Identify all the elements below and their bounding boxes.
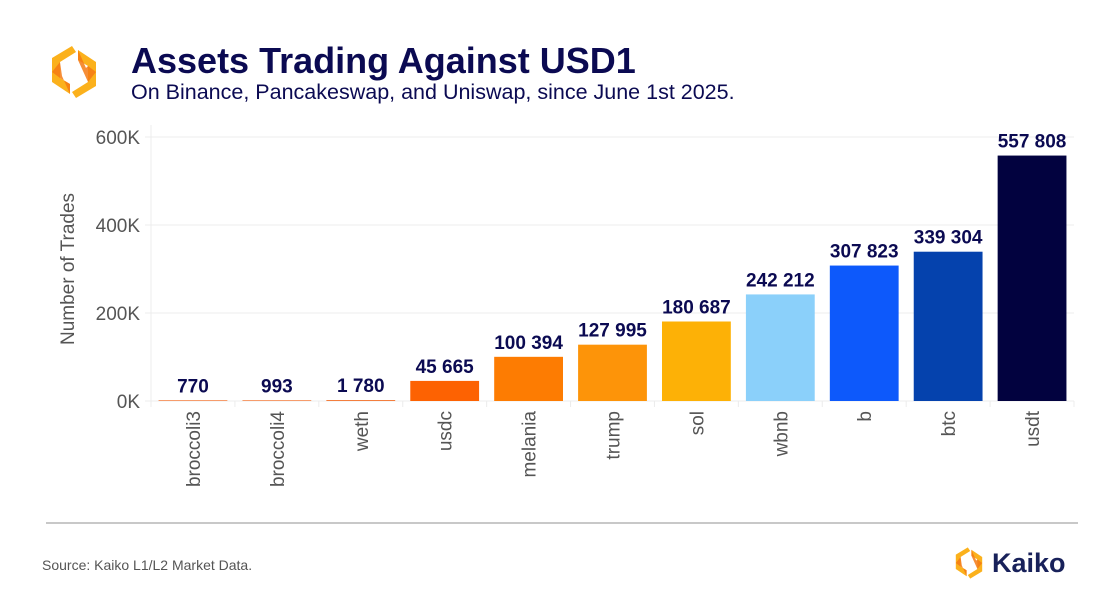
data-label-wbnb: 242 212 xyxy=(746,270,815,291)
data-label-trump: 127 995 xyxy=(578,321,647,342)
footer-divider xyxy=(46,522,1078,524)
bar-b xyxy=(829,265,899,401)
data-label-melania: 100 394 xyxy=(494,333,563,354)
x-tick-label-melania: melania xyxy=(520,411,541,478)
bar-chart: 0K 200K 400K 600K Number of Trades 770 993 1 … xyxy=(58,125,1075,487)
data-label-broccoli4: 993 xyxy=(261,376,293,397)
bar-broccoli4 xyxy=(242,400,312,401)
chart-title: Assets Trading Against USD1 xyxy=(131,40,636,81)
y-tick-label: 600K xyxy=(96,128,141,149)
y-tick-label: 400K xyxy=(96,216,141,237)
data-labels: 770 993 1 780 45 665 100 394 127 995 180 687 24… xyxy=(177,132,1066,398)
brand-logo: Kaiko xyxy=(952,545,1066,581)
x-tick-label-weth: weth xyxy=(352,411,373,452)
data-label-weth: 1 780 xyxy=(337,376,385,397)
x-tick-label-usdt: usdt xyxy=(1023,410,1044,447)
x-axis-ticks: broccoli3 broccoli4 weth usdc melania trump so… xyxy=(150,401,1075,487)
bars xyxy=(158,155,1067,401)
bar-weth xyxy=(326,400,396,401)
data-label-usdt: 557 808 xyxy=(998,132,1067,153)
x-tick-label-trump: trump xyxy=(604,411,625,460)
x-tick-label-wbnb: wbnb xyxy=(771,411,792,457)
x-tick-label-broccoli4: broccoli4 xyxy=(268,411,289,487)
bar-usdc xyxy=(410,380,480,401)
data-label-btc: 339 304 xyxy=(914,228,983,249)
x-tick-label-broccoli3: broccoli3 xyxy=(184,411,205,487)
brand-name: Kaiko xyxy=(992,547,1066,578)
data-label-b: 307 823 xyxy=(830,242,899,263)
bar-sol xyxy=(662,321,731,401)
x-tick-label-b: b xyxy=(855,411,876,422)
y-axis-title: Number of Trades xyxy=(58,193,79,345)
chart-subtitle: On Binance, Pancakeswap, and Uniswap, si… xyxy=(131,80,735,104)
x-tick-label-usdc: usdc xyxy=(436,411,457,451)
x-tick-label-sol: sol xyxy=(687,411,708,435)
source-note: Source: Kaiko L1/L2 Market Data. xyxy=(42,557,253,573)
data-label-broccoli3: 770 xyxy=(177,376,209,397)
kaiko-logo-icon xyxy=(52,46,96,98)
x-tick-label-btc: btc xyxy=(939,411,960,436)
data-label-usdc: 45 665 xyxy=(416,357,475,378)
y-axis-ticks: 0K 200K 400K 600K xyxy=(96,128,141,413)
bar-wbnb xyxy=(745,294,815,401)
bar-usdt xyxy=(997,155,1067,401)
bar-btc xyxy=(913,251,983,401)
y-tick-label: 200K xyxy=(96,304,141,325)
data-label-sol: 180 687 xyxy=(662,297,731,318)
y-tick-label: 0K xyxy=(117,392,141,413)
bar-melania xyxy=(494,356,563,401)
bar-broccoli3 xyxy=(158,400,228,401)
kaiko-brand-icon xyxy=(955,547,983,579)
bar-trump xyxy=(578,344,647,401)
